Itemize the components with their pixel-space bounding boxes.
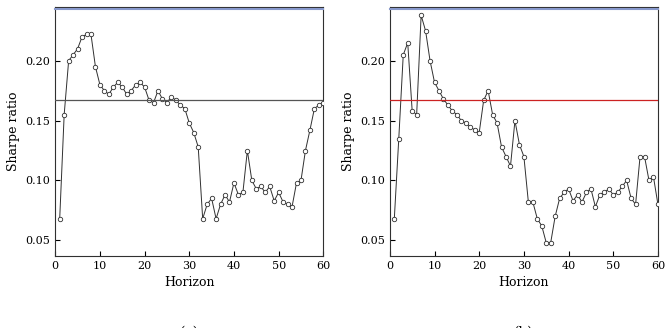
Text: (b): (b): [514, 325, 534, 328]
X-axis label: Horizon: Horizon: [499, 276, 549, 289]
Text: (a): (a): [179, 325, 199, 328]
Y-axis label: Sharpe ratio: Sharpe ratio: [341, 92, 355, 171]
X-axis label: Horizon: Horizon: [164, 276, 214, 289]
Y-axis label: Sharpe ratio: Sharpe ratio: [7, 92, 20, 171]
